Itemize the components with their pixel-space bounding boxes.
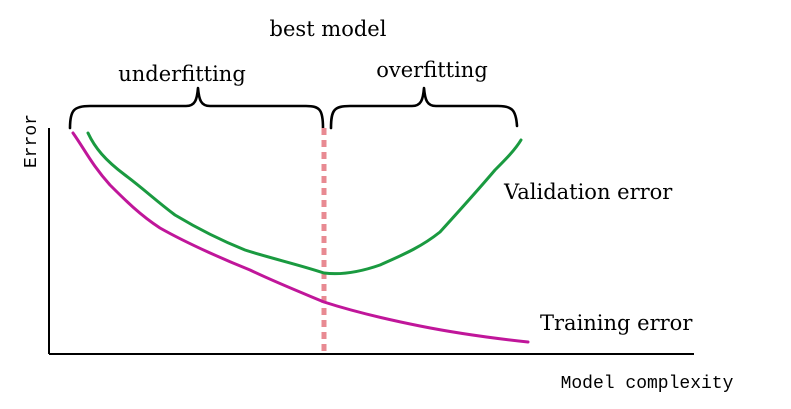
validation-error-curve bbox=[86, 131, 523, 276]
overfitting-brace bbox=[329, 86, 519, 130]
x-axis-label: Model complexity bbox=[561, 374, 734, 394]
best-model-title: best model bbox=[270, 17, 387, 41]
y-axis-label: Error bbox=[22, 114, 42, 168]
training-error-curve bbox=[71, 131, 530, 344]
underfitting-label: underfitting bbox=[118, 62, 246, 86]
training-error-label: Training error bbox=[540, 311, 693, 335]
overfitting-label: overfitting bbox=[376, 58, 488, 82]
validation-error-label: Validation error bbox=[503, 180, 673, 204]
underfitting-brace bbox=[68, 86, 325, 130]
